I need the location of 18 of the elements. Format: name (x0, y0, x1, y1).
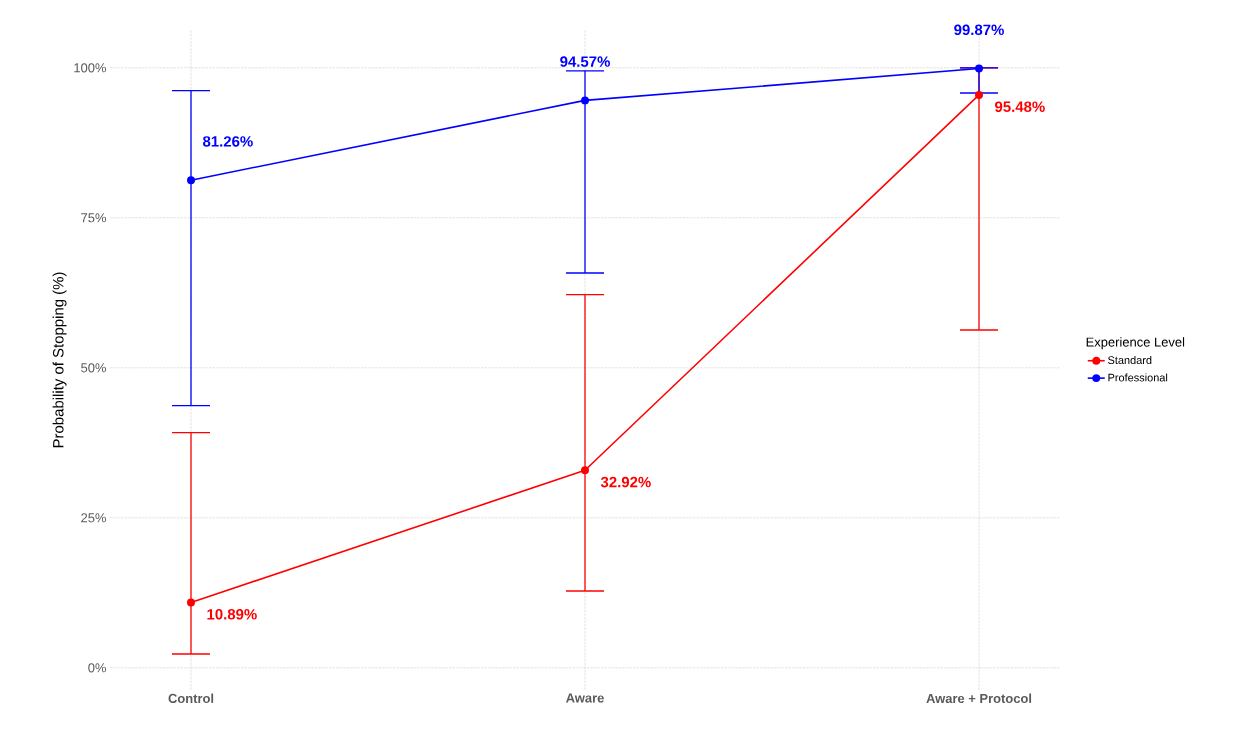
data-label: 81.26% (203, 136, 253, 147)
data-label: 32.92% (600, 476, 651, 488)
data-label: 99.87% (954, 24, 1004, 36)
y-tick-label: 100% (74, 63, 107, 73)
legend-title: Experience Level (1086, 337, 1185, 350)
y-tick-label: 25% (81, 513, 107, 523)
legend-label: Professional (1108, 373, 1168, 382)
y-tick-label: 50% (81, 363, 107, 373)
y-tick-label: 0% (88, 663, 107, 673)
x-tick-label: Aware (566, 693, 604, 703)
legend-label: Standard (1108, 356, 1152, 365)
x-tick-label: Control (168, 693, 214, 704)
data-label: 94.57% (560, 56, 610, 67)
y-axis-title: Probability of Stopping (%) (52, 272, 67, 448)
data-label: 10.89% (207, 608, 257, 620)
data-label: 95.48% (995, 101, 1045, 113)
y-tick-label: 75% (81, 213, 107, 223)
x-tick-label: Aware + Protocol (926, 693, 1032, 704)
